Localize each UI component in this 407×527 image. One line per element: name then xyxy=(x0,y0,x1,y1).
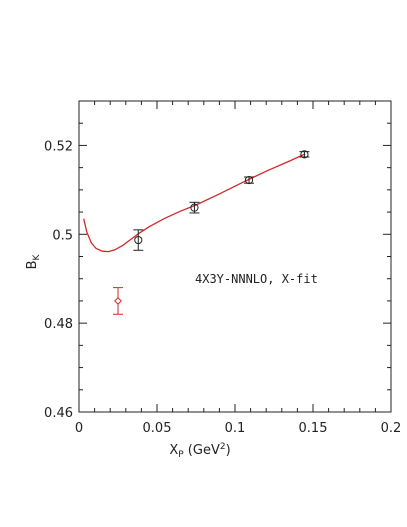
data-point-circle xyxy=(300,150,309,159)
data-point-diamond xyxy=(114,297,122,305)
plot-frame xyxy=(78,100,392,413)
y-tick-label: 0.5 xyxy=(52,228,73,243)
x-tick-label: 0.2 xyxy=(381,421,402,436)
x-tick-label: 0.05 xyxy=(143,421,172,436)
y-tick-label: 0.46 xyxy=(44,406,73,421)
data-point-circle xyxy=(190,203,199,212)
axis-ticks xyxy=(78,100,392,413)
x-tick-label: 0.15 xyxy=(299,421,328,436)
y-tick-label: 0.48 xyxy=(44,317,73,332)
x-axis-title: XP (GeV2) xyxy=(169,442,230,460)
y-axis-title: BK xyxy=(25,253,42,269)
y-tick-label: 0.52 xyxy=(44,139,73,154)
x-tick-label: 0 xyxy=(75,421,83,436)
data-point-circle xyxy=(134,235,143,245)
data-points xyxy=(113,150,310,315)
x-tick-label: 0.1 xyxy=(225,421,246,436)
data-point-circle xyxy=(244,175,254,185)
annotation: 4X3Y-NNNLO, X-fit xyxy=(195,272,318,286)
tick-labels: 0 0.05 0.1 0.15 0.2 0.46 0.48 0.5 0.52 xyxy=(44,139,401,436)
